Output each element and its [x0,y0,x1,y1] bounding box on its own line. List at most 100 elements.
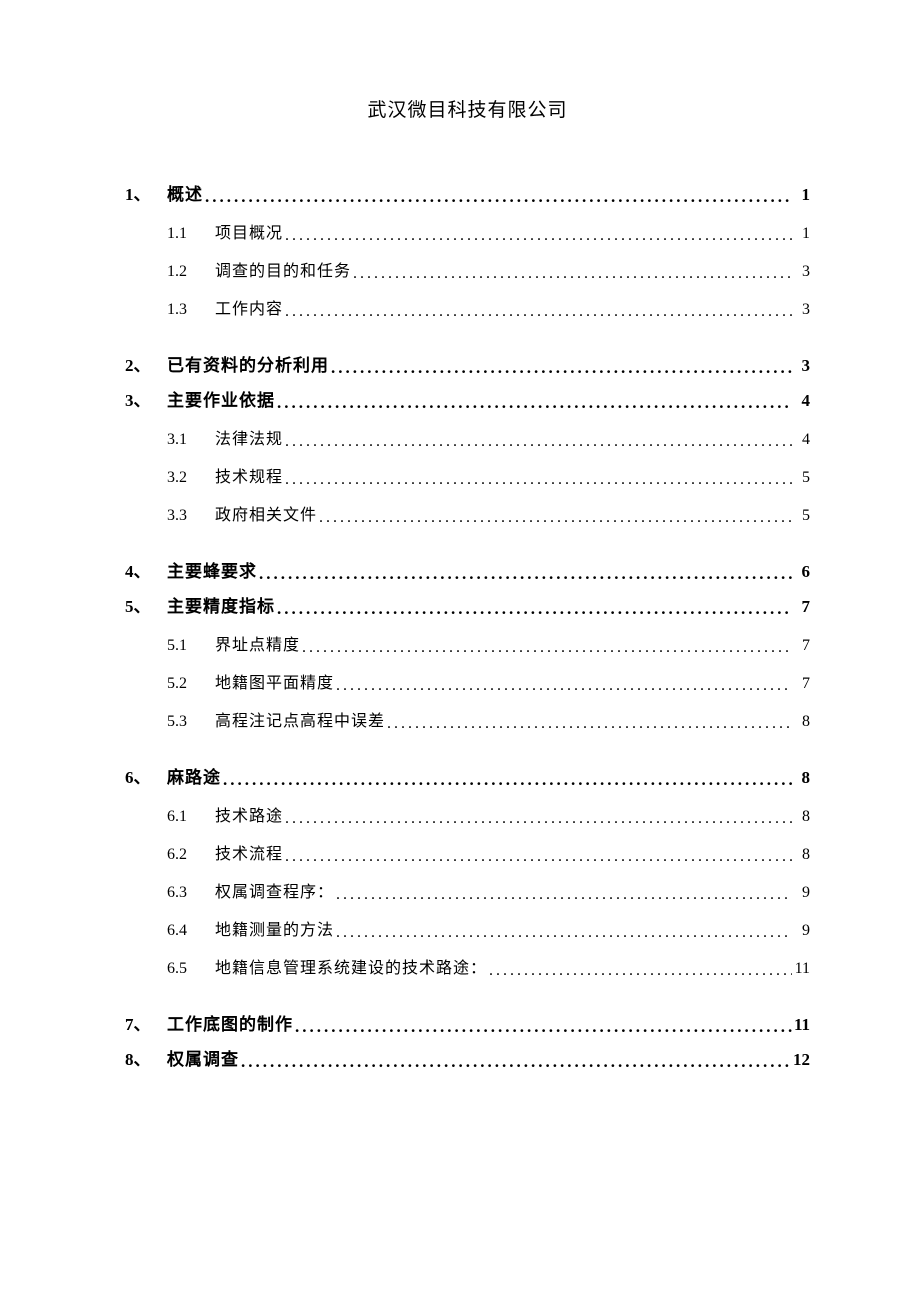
toc-leader-dots: ........................................… [336,677,792,695]
toc-entry: 5、主要精度指标................................… [125,592,810,617]
toc-label: 麻路途 [167,763,223,788]
toc-entry: 7、工作底图的制作...............................… [125,1010,810,1035]
toc-page-number: 8 [792,808,810,826]
toc-number: 4、 [125,557,167,582]
toc-entry: 5.2地籍图平面精度..............................… [125,669,810,693]
toc-number: 6.4 [125,922,215,940]
toc-page-number: 12 [791,1050,810,1070]
toc-page-number: 5 [792,507,810,525]
toc-entry: 4、主要蜂要求.................................… [125,557,810,582]
toc-label: 法律法规 [215,425,285,449]
toc-page-number: 9 [792,922,810,940]
toc-label: 权属调查 [167,1045,241,1070]
toc-number: 5.3 [125,713,215,731]
toc-page-number: 4 [792,391,810,411]
toc-label: 技术规程 [215,463,285,487]
toc-label: 技术流程 [215,840,285,864]
spacer [125,333,810,341]
toc-leader-dots: ........................................… [223,770,792,790]
toc-number: 1.3 [125,301,215,319]
toc-entry: 5.3高程注记点高程中误差...........................… [125,707,810,731]
toc-number: 3、 [125,386,167,411]
toc-page-number: 3 [792,356,810,376]
toc-page-number: 9 [792,884,810,902]
toc-leader-dots: ........................................… [285,810,792,828]
toc-label: 已有资料的分析利用 [167,351,331,376]
page-title: 武汉微目科技有限公司 [125,95,810,122]
toc-leader-dots: ........................................… [302,639,792,657]
toc-number: 6.3 [125,884,215,902]
toc-label: 权属调查程序： [215,878,336,902]
toc-entry: 3.2技术规程.................................… [125,463,810,487]
toc-leader-dots: ........................................… [277,393,792,413]
toc-label: 主要精度指标 [167,592,277,617]
toc-page-number: 8 [792,846,810,864]
toc-label: 调查的目的和任务 [215,257,353,281]
table-of-contents: 1、概述....................................… [125,180,810,1070]
toc-page-number: 11 [792,960,810,978]
toc-entry: 1.3工作内容.................................… [125,295,810,319]
toc-leader-dots: ........................................… [241,1052,791,1072]
toc-number: 1.2 [125,263,215,281]
toc-number: 6.1 [125,808,215,826]
toc-leader-dots: ........................................… [295,1017,792,1037]
toc-leader-dots: ........................................… [353,265,792,283]
toc-entry: 1.1项目概况.................................… [125,219,810,243]
toc-entry: 3.1法律法规.................................… [125,425,810,449]
toc-leader-dots: ........................................… [489,962,792,980]
toc-entry: 6.4地籍测量的方法..............................… [125,916,810,940]
toc-leader-dots: ........................................… [336,886,792,904]
toc-leader-dots: ........................................… [285,227,792,245]
toc-label: 主要蜂要求 [167,557,259,582]
toc-label: 高程注记点高程中误差 [215,707,387,731]
toc-entry: 8、权属调查..................................… [125,1045,810,1070]
toc-label: 工作底图的制作 [167,1010,295,1035]
toc-number: 3.3 [125,507,215,525]
toc-number: 2、 [125,351,167,376]
toc-label: 地籍测量的方法 [215,916,336,940]
toc-number: 5.1 [125,637,215,655]
toc-leader-dots: ........................................… [285,303,792,321]
toc-leader-dots: ........................................… [319,509,792,527]
toc-entry: 6.2技术流程.................................… [125,840,810,864]
toc-entry: 6.1技术路途.................................… [125,802,810,826]
toc-entry: 6.5地籍信息管理系统建设的技术路途：.....................… [125,954,810,978]
toc-entry: 1.2调查的目的和任务.............................… [125,257,810,281]
toc-entry: 3.3政府相关文件...............................… [125,501,810,525]
toc-page-number: 11 [792,1015,810,1035]
toc-label: 项目概况 [215,219,285,243]
toc-label: 地籍信息管理系统建设的技术路途： [215,954,489,978]
toc-page-number: 1 [792,225,810,243]
toc-leader-dots: ........................................… [285,848,792,866]
toc-entry: 3、主要作业依据................................… [125,386,810,411]
toc-leader-dots: ........................................… [387,715,792,733]
toc-page-number: 8 [792,768,810,788]
toc-page-number: 7 [792,675,810,693]
toc-label: 地籍图平面精度 [215,669,336,693]
toc-entry: 2、已有资料的分析利用.............................… [125,351,810,376]
spacer [125,992,810,1000]
toc-label: 界址点精度 [215,631,302,655]
toc-entry: 1、概述....................................… [125,180,810,205]
toc-leader-dots: ........................................… [205,187,792,207]
toc-page-number: 3 [792,301,810,319]
toc-leader-dots: ........................................… [285,471,792,489]
toc-page-number: 8 [792,713,810,731]
toc-leader-dots: ........................................… [336,924,792,942]
toc-number: 6.2 [125,846,215,864]
toc-label: 技术路途 [215,802,285,826]
toc-entry: 6、麻路途...................................… [125,763,810,788]
toc-number: 6、 [125,763,167,788]
toc-leader-dots: ........................................… [277,599,792,619]
toc-number: 3.1 [125,431,215,449]
toc-page-number: 7 [792,637,810,655]
toc-label: 概述 [167,180,205,205]
toc-number: 7、 [125,1010,167,1035]
toc-number: 6.5 [125,960,215,978]
document-page: 武汉微目科技有限公司 1、概述.........................… [0,0,920,1070]
toc-leader-dots: ........................................… [331,358,792,378]
spacer [125,745,810,753]
toc-page-number: 3 [792,263,810,281]
toc-entry: 5.1界址点精度................................… [125,631,810,655]
toc-label: 主要作业依据 [167,386,277,411]
